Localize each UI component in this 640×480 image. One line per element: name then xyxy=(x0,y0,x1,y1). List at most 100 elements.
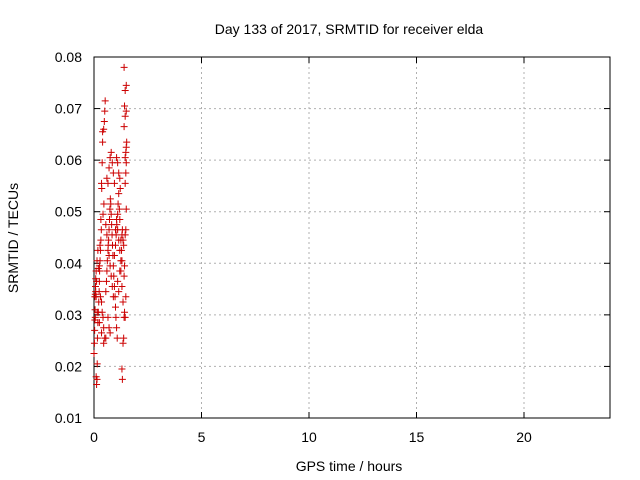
scatter-point xyxy=(92,288,100,296)
scatter-point xyxy=(115,205,123,213)
y-tick-label: 0.05 xyxy=(55,204,82,220)
y-tick-label: 0.01 xyxy=(55,410,82,426)
scatter-point xyxy=(99,210,107,218)
scatter-point xyxy=(117,257,125,265)
y-tick-label: 0.06 xyxy=(55,152,82,168)
plot-frame xyxy=(93,56,611,419)
scatter-point xyxy=(114,159,122,167)
scatter-point xyxy=(105,215,113,223)
scatter-point xyxy=(104,241,112,249)
scatter-point xyxy=(121,112,129,120)
scatter-point xyxy=(93,257,101,265)
scatter-point xyxy=(122,205,130,213)
scatter-point xyxy=(117,267,125,275)
scatter-point xyxy=(91,326,99,334)
scatter-point xyxy=(121,179,129,187)
scatter-point xyxy=(120,272,128,280)
scatter-point xyxy=(118,365,126,373)
scatter-point xyxy=(96,241,104,249)
scatter-point xyxy=(90,339,98,347)
scatter-point xyxy=(121,87,129,95)
scatter-point xyxy=(114,226,122,234)
scatter-point xyxy=(114,277,122,285)
scatter-point xyxy=(107,272,115,280)
scatter-point xyxy=(120,63,128,71)
axis-ticks xyxy=(93,56,610,419)
grid xyxy=(94,57,610,418)
scatter-point xyxy=(90,350,98,358)
x-axis-label: GPS time / hours xyxy=(296,458,403,474)
scatter-point xyxy=(122,226,130,234)
scatter-point xyxy=(121,262,129,270)
scatter-point xyxy=(118,375,126,383)
y-tick-labels: 0.01 0.02 0.03 0.04 0.05 0.06 0.07 0.08 xyxy=(55,49,82,426)
scatter-point xyxy=(91,313,99,321)
scatter-point xyxy=(115,288,123,296)
scatter-point xyxy=(94,246,102,254)
y-tick-label: 0.03 xyxy=(55,307,82,323)
scatter-point xyxy=(97,236,105,244)
x-tick-label: 20 xyxy=(516,429,532,445)
scatter-point xyxy=(114,210,122,218)
scatter-point xyxy=(95,319,103,327)
y-tick-label: 0.07 xyxy=(55,101,82,117)
scatter-point xyxy=(95,262,103,270)
scatter-point xyxy=(104,179,112,187)
scatter-point xyxy=(97,226,105,234)
scatter-point xyxy=(102,334,110,342)
scatter-point xyxy=(121,308,129,316)
scatter-point xyxy=(123,138,131,146)
x-tick-label: 15 xyxy=(409,429,425,445)
scatter-point xyxy=(98,159,106,167)
scatter-point xyxy=(115,169,123,177)
scatter-point xyxy=(113,215,121,223)
scatter-point xyxy=(112,241,119,249)
scatter-point xyxy=(110,252,118,260)
scatter-point xyxy=(91,293,99,301)
scatter-point xyxy=(113,324,121,332)
y-tick-label: 0.04 xyxy=(55,255,82,271)
scatter-point xyxy=(93,277,101,285)
scatter-point xyxy=(100,339,108,347)
x-tick-label: 10 xyxy=(301,429,317,445)
scatter-point xyxy=(120,241,128,249)
scatter-point xyxy=(103,267,111,275)
scatter-point xyxy=(115,190,123,198)
scatter-point xyxy=(101,107,109,115)
scatter-point xyxy=(93,308,101,316)
scatter-point xyxy=(93,334,101,342)
scatter-point xyxy=(112,313,120,321)
scatter-point xyxy=(105,226,113,234)
scatter-point xyxy=(100,200,108,208)
scatter-point xyxy=(101,97,109,105)
scatter-point xyxy=(97,215,105,223)
x-tick-label: 5 xyxy=(198,429,206,445)
scatter-point xyxy=(116,246,124,254)
scatter-point xyxy=(119,339,127,347)
scatter-point xyxy=(121,154,129,162)
x-tick-label: 0 xyxy=(90,429,98,445)
chart-title: Day 133 of 2017, SRMTID for receiver eld… xyxy=(215,21,484,37)
scatter-point xyxy=(102,277,110,285)
scatter-point xyxy=(105,324,113,332)
scatter-point xyxy=(100,125,108,133)
scatter-point xyxy=(121,231,129,239)
scatter-point xyxy=(98,185,106,193)
scatter-point xyxy=(105,164,113,172)
scatter-point xyxy=(113,154,121,162)
y-tick-label: 0.02 xyxy=(55,358,82,374)
scatter-point xyxy=(93,375,101,383)
scatter-point xyxy=(113,334,121,342)
scatter-point xyxy=(102,221,110,229)
scatter-point xyxy=(103,174,111,182)
scatter-point xyxy=(106,154,114,162)
scatter-point xyxy=(116,185,124,193)
scatter-point xyxy=(106,329,114,337)
scatter-point xyxy=(98,329,106,337)
scatter-point xyxy=(107,148,115,156)
scatter-point xyxy=(120,334,128,342)
scatter-point xyxy=(107,200,115,208)
scatter-point xyxy=(109,293,117,301)
scatter-point xyxy=(121,313,129,321)
